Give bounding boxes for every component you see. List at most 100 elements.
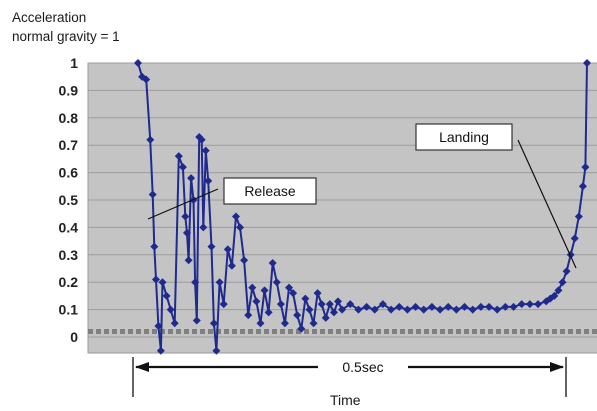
data-point-marker: [460, 302, 469, 311]
data-point-marker: [280, 319, 289, 328]
data-point-marker: [334, 297, 343, 306]
data-point-marker: [154, 322, 163, 331]
data-point-marker: [574, 212, 583, 221]
landing-label: Landing: [439, 129, 489, 145]
data-point-marker: [338, 305, 347, 314]
data-point-marker: [240, 256, 249, 265]
data-point-marker: [227, 261, 236, 270]
data-point-marker: [236, 223, 245, 232]
data-point-marker: [301, 294, 310, 303]
data-point-marker: [562, 267, 571, 276]
data-point-marker: [411, 302, 420, 311]
data-point-marker: [558, 278, 567, 287]
data-point-marker: [148, 190, 157, 199]
data-point-marker: [192, 316, 201, 325]
landing-annotation: Landing: [415, 123, 577, 269]
data-point-marker: [150, 242, 159, 251]
data-point-marker: [321, 313, 330, 322]
data-point-marker: [134, 59, 142, 67]
data-point-marker: [244, 311, 253, 320]
y-tick-label: 0.2: [59, 274, 79, 290]
data-point-marker: [578, 182, 587, 191]
release-leader-line: [147, 188, 219, 220]
data-point-marker: [151, 275, 160, 284]
data-point-marker: [209, 319, 218, 328]
data-point-marker: [583, 59, 591, 67]
data-point-marker: [289, 289, 298, 298]
data-point-marker: [285, 283, 294, 292]
data-point-marker: [534, 300, 543, 309]
data-point-marker: [182, 228, 191, 237]
data-point-marker: [346, 300, 355, 309]
data-point-marker: [395, 302, 404, 311]
y-tick-label: 0.5: [59, 192, 79, 208]
y-tick-label: 0.3: [59, 247, 79, 263]
data-point-marker: [199, 223, 208, 232]
data-point-marker: [354, 305, 363, 314]
data-point-marker: [378, 300, 387, 309]
data-point-marker: [293, 311, 302, 320]
data-point-marker: [476, 302, 485, 311]
data-point-marker: [248, 283, 257, 292]
data-point-marker: [187, 174, 196, 183]
data-point-marker: [419, 305, 428, 314]
data-point-marker: [146, 135, 155, 144]
y-tick-label: 0.4: [59, 219, 79, 235]
data-point-marker: [156, 346, 165, 355]
data-point-marker: [501, 302, 510, 311]
y-axis-title-line-2: normal gravity = 1: [12, 29, 120, 44]
data-point-marker: [325, 300, 334, 309]
data-point-marker: [223, 245, 232, 254]
data-point-marker: [370, 305, 379, 314]
data-point-marker: [309, 319, 318, 328]
data-point-marker: [329, 308, 338, 317]
duration-label: 0.5sec: [342, 359, 383, 375]
y-tick-label: 0: [70, 329, 78, 345]
data-point-marker: [436, 305, 445, 314]
landing-leader-line: [517, 139, 577, 269]
y-tick-label: 1: [70, 55, 78, 71]
data-point-marker: [427, 302, 436, 311]
data-point-marker: [570, 234, 579, 243]
data-point-marker: [485, 302, 494, 311]
y-tick-label: 0.7: [59, 137, 79, 153]
data-point-marker: [305, 305, 314, 314]
data-point-marker: [581, 163, 590, 172]
data-point-marker: [452, 305, 461, 314]
data-point-marker: [158, 278, 167, 287]
data-point-marker: [297, 324, 306, 333]
data-point-marker: [550, 291, 559, 300]
data-point-marker: [468, 305, 477, 314]
x-axis-title: Time: [330, 392, 361, 408]
data-point-marker: [231, 212, 240, 221]
data-point-marker: [181, 212, 190, 221]
data-point-marker: [166, 305, 175, 314]
data-point-marker: [212, 346, 221, 355]
data-point-marker: [317, 300, 326, 309]
data-point-marker: [272, 278, 281, 287]
data-point-marker: [313, 289, 322, 298]
data-point-marker: [201, 146, 210, 155]
data-point-marker: [174, 152, 183, 161]
landing-label-box: [415, 123, 513, 151]
data-point-marker: [204, 176, 213, 185]
data-point-marker: [276, 300, 285, 309]
data-point-marker: [509, 302, 518, 311]
data-point-marker: [256, 319, 265, 328]
release-label: Release: [244, 183, 296, 199]
duration-bracket: 0.5sec: [132, 357, 567, 397]
data-point-marker: [191, 278, 200, 287]
y-tick-label: 0.8: [59, 110, 79, 126]
data-point-marker: [197, 135, 206, 144]
y-axis-title: Acceleration normal gravity = 1: [12, 8, 120, 46]
y-tick-label: 0.9: [59, 82, 79, 98]
data-point-marker: [493, 305, 502, 314]
data-point-marker: [517, 300, 526, 309]
data-point-marker: [252, 297, 261, 306]
data-point-marker: [260, 286, 269, 295]
data-point-marker: [264, 308, 273, 317]
data-point-marker: [142, 75, 151, 84]
y-tick-labels: 1 0.9 0.8 0.7 0.6 0.5 0.4 0.3 0.2 0.1 0: [59, 55, 79, 345]
release-label-box: [223, 177, 317, 205]
